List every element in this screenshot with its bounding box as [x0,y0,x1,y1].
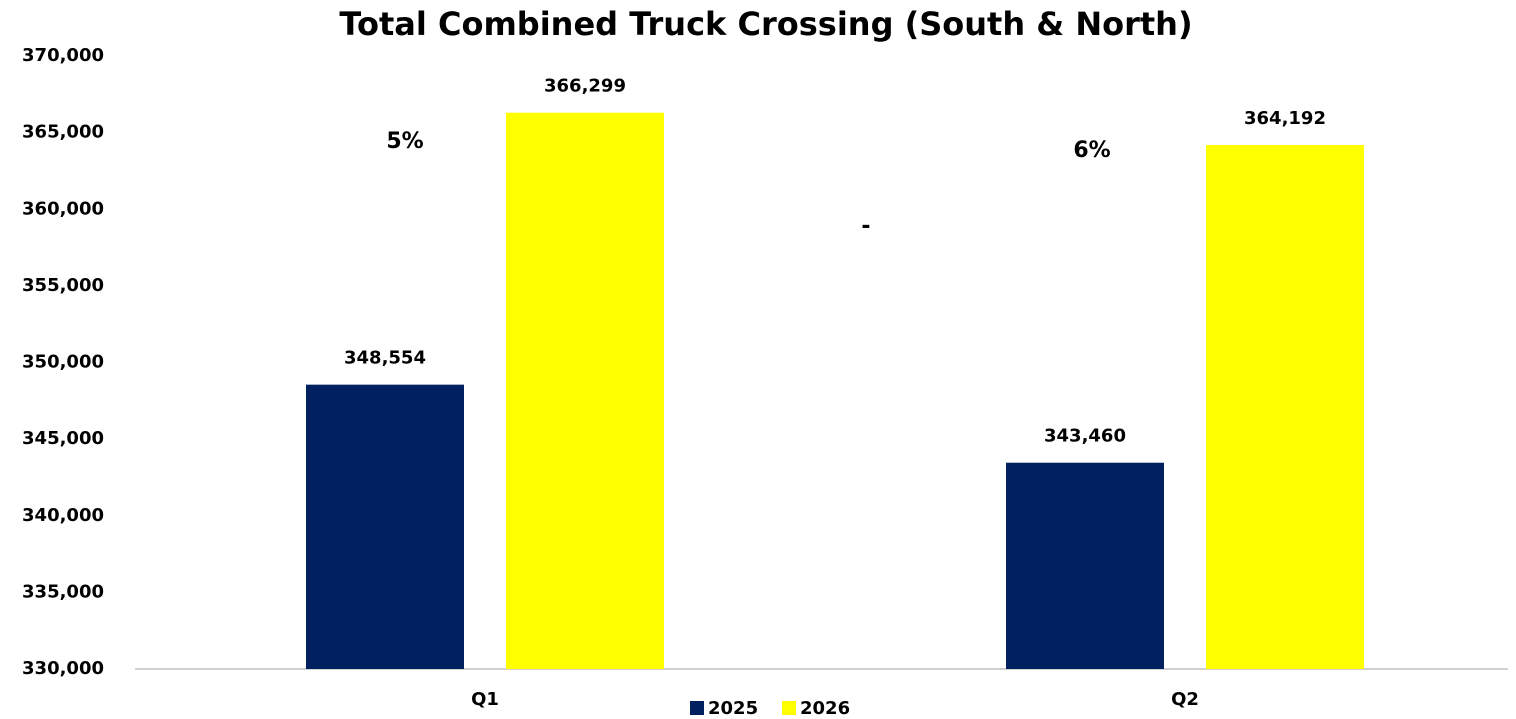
data-label: 364,192 [1244,108,1326,129]
chart-title: Total Combined Truck Crossing (South & N… [339,5,1192,43]
annotation: 5% [386,129,423,154]
y-tick-label: 370,000 [22,45,104,66]
data-label: 348,554 [344,348,426,369]
annotation: - [861,214,870,239]
bar [1206,145,1364,670]
data-label: 366,299 [544,76,626,97]
y-tick-label: 350,000 [22,352,104,373]
data-label: 343,460 [1044,426,1126,447]
y-tick-label: 335,000 [22,581,104,602]
x-tick-label: Q1 [471,689,499,710]
legend-label: 2025 [708,698,758,719]
y-tick-label: 365,000 [22,122,104,143]
y-tick-label: 340,000 [22,505,104,526]
annotation: 6% [1073,138,1110,163]
x-tick-label: Q2 [1171,689,1199,710]
bar [1006,462,1164,669]
bar [506,112,664,669]
y-tick-label: 330,000 [22,658,104,679]
legend-label: 2026 [800,698,850,719]
legend-swatch [782,701,796,715]
bar [306,384,464,669]
y-tick-label: 355,000 [22,275,104,296]
y-tick-label: 345,000 [22,428,104,449]
y-tick-label: 360,000 [22,198,104,219]
legend-swatch [690,701,704,715]
